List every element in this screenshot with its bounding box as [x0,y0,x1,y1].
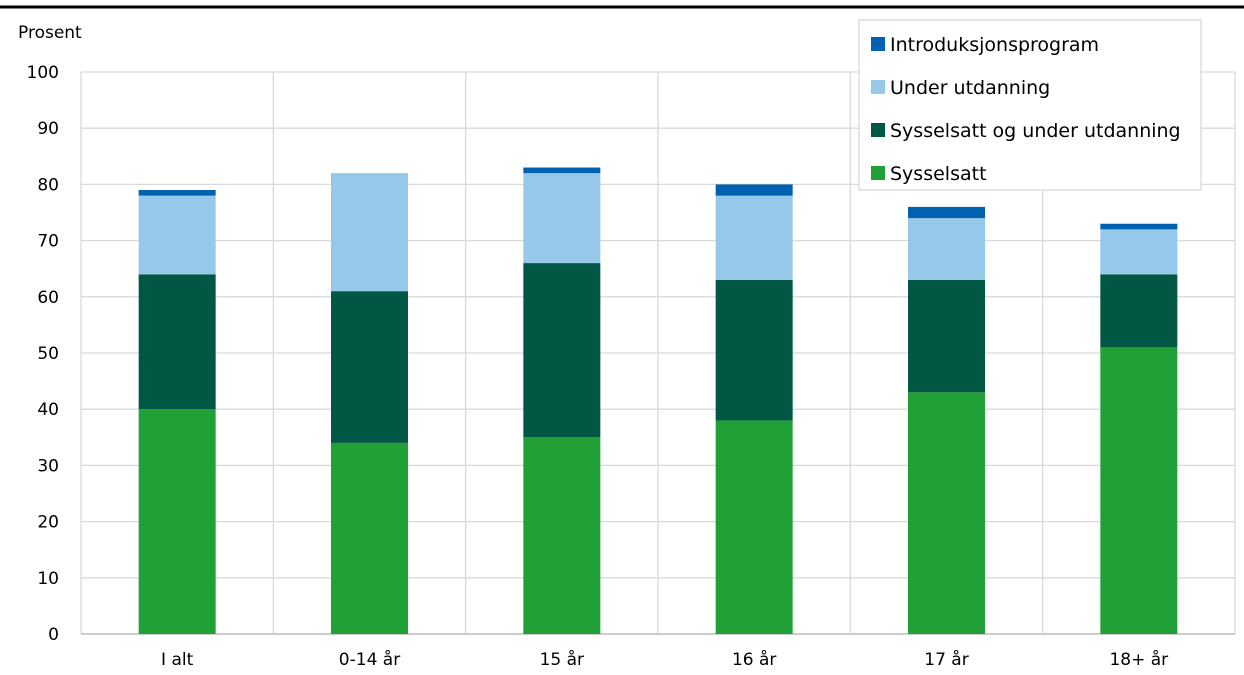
grid [80,71,1236,635]
bar-segment [138,274,216,410]
legend-label: Under utdanning [890,77,1050,99]
legend-swatch [871,37,885,51]
bar-segment [908,206,985,219]
y-axis: 0 10 20 30 40 50 60 70 80 90 100 [27,63,59,645]
x-tick-label: I alt [161,650,194,670]
x-tick-label: 18+ år [1109,649,1168,670]
y-tick-label: 30 [37,456,59,476]
y-tick-label: 40 [37,400,59,420]
bar-segment [908,218,985,280]
bar-segment [715,195,793,280]
bar-segment [331,173,408,292]
legend-swatch [871,166,885,180]
legend-swatch [871,80,885,94]
legend-swatch [871,123,885,137]
y-tick-label: 20 [37,513,59,533]
bar-segment [908,392,985,634]
bar-segment [523,437,601,634]
y-axis-label: Prosent [18,23,82,43]
bar-segment [715,184,793,196]
bar-segment [715,420,793,634]
x-tick-label: 16 år [732,649,776,670]
bar-segment [715,279,793,421]
bar-segment [138,190,216,196]
bar-segment [1100,223,1178,230]
bar-segment [138,409,216,634]
bar-segment [138,195,216,275]
legend-label: Sysselsatt [890,163,987,185]
y-tick-label: 80 [37,175,59,195]
legend-label: Sysselsatt og under utdanning [890,120,1181,142]
legend-label: Introduksjonsprogram [890,34,1099,56]
bar-segment [1100,347,1178,634]
bar-segment [331,442,408,634]
x-tick-label: 15 år [540,649,584,670]
bars [138,167,1178,634]
bar-segment [523,263,601,438]
bar-segment [908,279,985,393]
x-tick-label: 0-14 år [339,649,400,670]
y-tick-label: 100 [27,63,59,83]
bar-segment [331,291,408,443]
bar-segment [1100,229,1178,275]
y-tick-label: 0 [48,625,59,645]
bar-segment [523,173,601,264]
y-tick-label: 60 [37,288,59,308]
legend-box [858,19,1202,191]
x-axis: I alt 0-14 år 15 år 16 år 17 år 18+ år [161,649,1168,670]
y-tick-label: 90 [37,119,59,139]
bar-segment [523,167,601,174]
y-tick-label: 50 [37,344,59,364]
x-tick-label: 17 år [924,649,968,670]
legend: Introduksjonsprogram Under utdanning Sysse… [858,19,1202,191]
y-tick-label: 70 [37,232,59,252]
y-tick-label: 10 [37,569,59,589]
bar-segment [1100,274,1178,348]
